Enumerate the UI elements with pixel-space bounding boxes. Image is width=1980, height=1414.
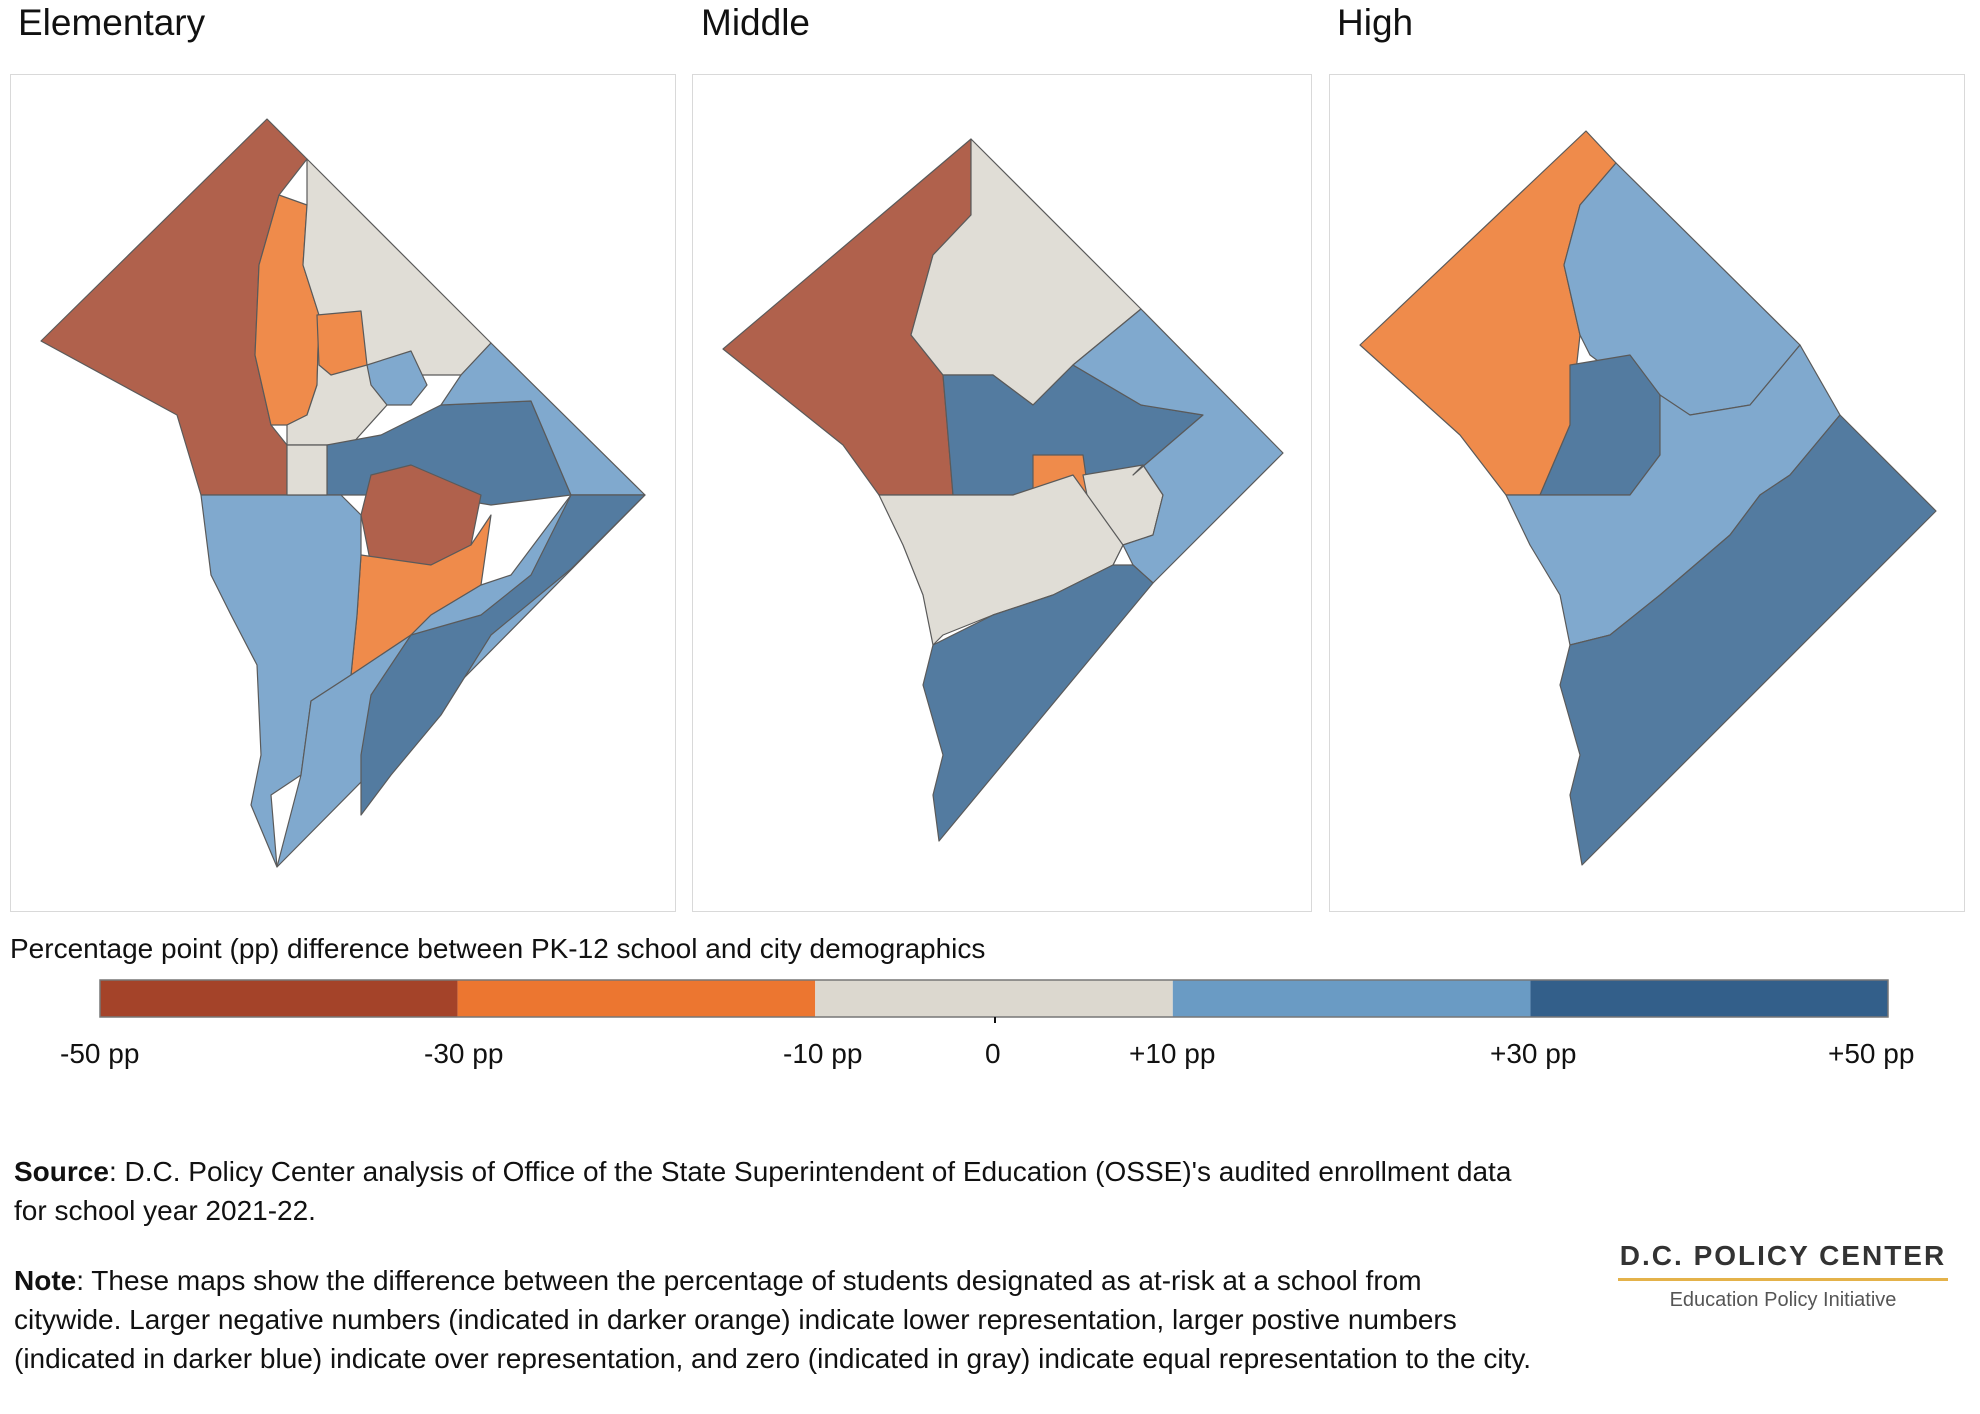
source-label: Source [14,1156,109,1187]
explanatory-note: Note: These maps show the difference bet… [14,1261,1534,1378]
source-note: Source: D.C. Policy Center analysis of O… [14,1152,1534,1230]
map-high-svg [1359,130,1937,866]
legend-tick-label: +50 pp [1828,1038,1915,1069]
legend-tick-label: +10 pp [1129,1038,1216,1069]
legend-bin [815,980,1173,1017]
region-elem-darkblue-se [360,494,646,816]
region-mid-darkblue-south [922,564,1154,842]
panel-title-high: High [1337,2,1414,43]
legend-bin [100,980,458,1017]
region-elem-gray-sw [286,444,328,496]
dc-policy-center-logo: D.C. POLICY CENTER Education Policy Init… [1618,1240,1948,1312]
panel-title-middle: Middle [701,2,810,43]
map-elementary-svg [40,118,646,868]
legend-tick-label: +30 pp [1490,1038,1577,1069]
logo-rule [1618,1278,1948,1281]
legend-tick-label: -10 pp [783,1038,863,1069]
region-elem-orange-east [316,310,368,376]
legend-tick-label: 0 [985,1038,1001,1069]
legend-bin [1530,980,1888,1017]
region-elem-lightblue-patch [366,350,428,406]
region-high-darkblue-se [1559,414,1937,866]
legend-tick-label: -30 pp [424,1038,504,1069]
note-label: Note [14,1265,77,1296]
map-middle [692,74,1312,912]
region-elem-west [40,118,308,496]
legend-title: Percentage point (pp) difference between… [10,933,986,964]
logo-name: D.C. POLICY CENTER [1619,1240,1947,1271]
legend-bin [1172,980,1531,1017]
legend-tick-label: -50 pp [60,1038,140,1069]
map-elementary [10,74,676,912]
region-elem-lightblue-sw [200,494,362,868]
logo-subtitle: Education Policy Initiative [1669,1289,1897,1311]
note-text: : These maps show the difference between… [14,1265,1532,1374]
legend-bar [99,979,1889,1023]
source-text: : D.C. Policy Center analysis of Office … [14,1156,1512,1226]
legend-bin [457,980,816,1017]
panel-title-elementary: Elementary [18,2,206,43]
map-middle-svg [722,138,1284,842]
map-high [1329,74,1965,912]
